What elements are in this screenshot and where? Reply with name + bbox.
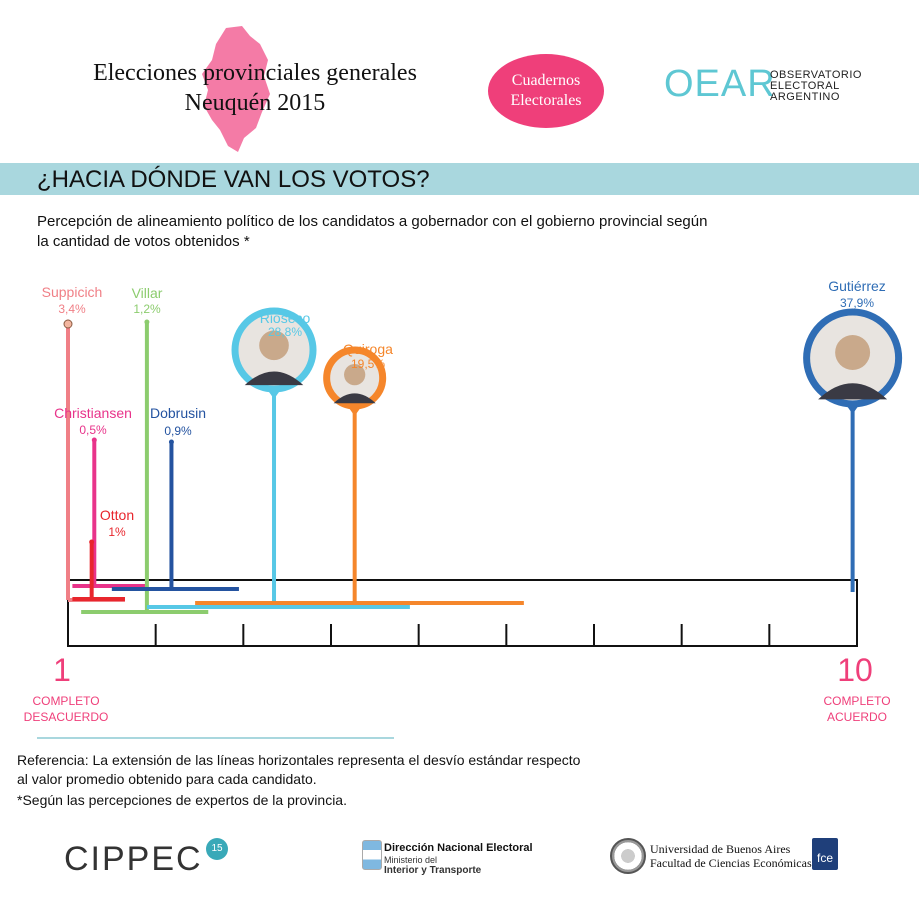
shoulders-gutierrez <box>818 383 888 400</box>
oear-logo-line2: ELECTORAL <box>770 80 840 92</box>
chart-subtitle: Percepción de alineamiento político de l… <box>37 212 897 252</box>
percent-rioseco: 28,8% <box>268 325 302 339</box>
shoulders-rioseco <box>244 371 304 386</box>
label-rioseco: Rioseco <box>260 310 311 326</box>
oear-logo: OEAR <box>664 64 776 104</box>
uba-logo-text: Universidad de Buenos Aires Facultad de … <box>650 842 812 870</box>
cippec-15-badge: 15 <box>206 838 228 860</box>
reference-line1: Referencia: La extensión de las líneas h… <box>17 752 581 768</box>
cuadernos-electorales-badge: Cuadernos Electorales <box>488 54 604 128</box>
face-rioseco <box>259 330 289 361</box>
oear-logo-text: OBSERVATORIO ELECTORAL ARGENTINO <box>770 70 862 103</box>
percent-christiansen: 0,5% <box>79 423 107 437</box>
marker-otton <box>89 539 95 545</box>
badge-line2: Electorales <box>510 92 582 109</box>
marker-dobrusin <box>168 439 174 445</box>
oear-logo-mark: OEAR <box>664 63 776 105</box>
dne-logo-title: Dirección Nacional Electoral <box>384 842 533 854</box>
label-otton: Otton <box>100 507 134 523</box>
axis-max-caption-line1: COMPLETO <box>823 694 890 708</box>
percent-gutierrez: 37,9% <box>840 296 874 310</box>
uba-seal-icon <box>610 838 646 874</box>
label-quiroga: Quiroga <box>343 341 393 357</box>
marker-christiansen <box>91 437 97 443</box>
label-suppicich: Suppicich <box>42 284 103 300</box>
axis-max-label: 10 <box>837 652 873 688</box>
alignment-chart: Suppicich 3,4% Christiansen 0,5% Otton 1% Vill… <box>24 278 903 724</box>
axis-min-label: 1 <box>53 652 71 688</box>
axis-min-caption-line1: COMPLETO <box>32 694 99 708</box>
footnote: *Según las percepciones de expertos de l… <box>17 792 347 808</box>
percent-suppicich: 3,4% <box>58 302 86 316</box>
axis-frame <box>67 579 858 647</box>
label-christiansen: Christiansen <box>54 405 132 421</box>
label-villar: Villar <box>132 285 163 301</box>
uba-line1: Universidad de Buenos Aires <box>650 842 791 856</box>
dne-sub-line1: Ministerio del <box>384 855 438 865</box>
face-quiroga <box>344 364 366 386</box>
argentina-shield-icon <box>362 840 382 870</box>
percent-dobrusin: 0,9% <box>164 424 192 438</box>
dne-sub-line2: Interior y Transporte <box>384 865 482 876</box>
neuquen-map-icon <box>202 26 270 152</box>
suppicich-mini-icon <box>63 319 73 329</box>
marker-villar <box>144 319 150 325</box>
percent-otton: 1% <box>108 525 126 539</box>
oear-logo-line3: ARGENTINO <box>770 91 840 103</box>
fce-logo: fce <box>812 838 838 870</box>
section-title-bar <box>0 163 919 195</box>
percent-villar: 1,2% <box>133 302 161 316</box>
uba-line2: Facultad de Ciencias Económicas <box>650 856 812 870</box>
dne-logo-subtitle: Ministerio del Interior y Transporte <box>384 855 482 877</box>
header-title-line2: Neuquén 2015 <box>184 90 326 116</box>
header-title-line1: Elecciones provinciales generales <box>93 60 417 86</box>
axis-min-caption-line2: DESACUERDO <box>24 710 109 724</box>
badge-line1: Cuadernos <box>511 72 581 89</box>
face-gutierrez <box>835 335 871 370</box>
reference-text: Referencia: La extensión de las líneas h… <box>17 751 580 789</box>
axis-max-caption-line2: ACUERDO <box>827 710 887 724</box>
subtitle-line2: la cantidad de votos obtenidos * <box>37 233 250 250</box>
label-gutierrez: Gutiérrez <box>828 278 886 294</box>
shoulders-quiroga <box>333 393 376 404</box>
section-title: ¿HACIA DÓNDE VAN LOS VOTOS? <box>37 166 430 193</box>
reference-line2: al valor promedio obtenido para cada can… <box>17 771 317 787</box>
subtitle-line1: Percepción de alineamiento político de l… <box>37 213 708 230</box>
reference-divider <box>37 737 394 739</box>
label-dobrusin: Dobrusin <box>150 405 206 421</box>
percent-quiroga: 19,5% <box>351 357 385 371</box>
header-title: Elecciones provinciales generales Neuqué… <box>40 58 470 118</box>
oear-logo-line1: OBSERVATORIO <box>770 69 862 81</box>
cippec-logo: CIPPEC <box>64 840 203 878</box>
